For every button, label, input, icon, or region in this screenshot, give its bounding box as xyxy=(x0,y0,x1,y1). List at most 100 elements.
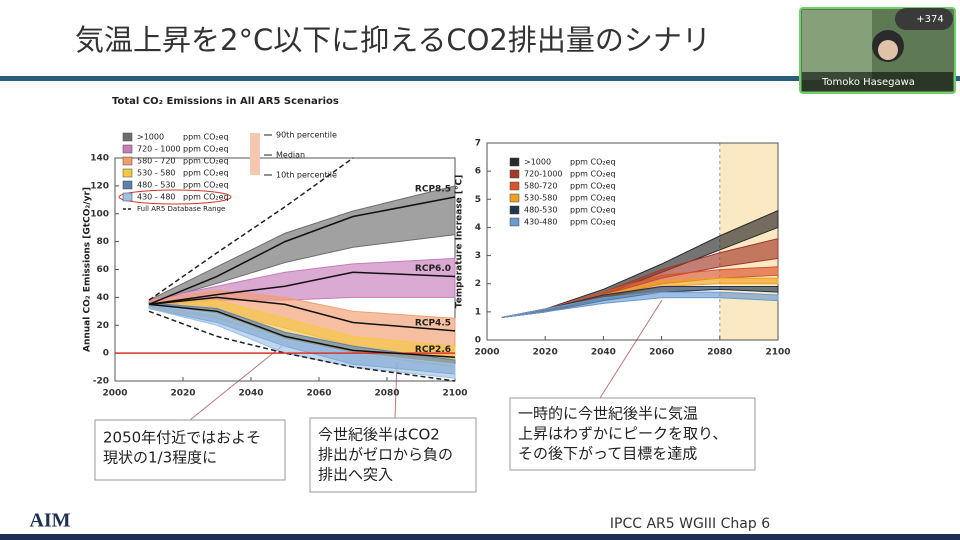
y-tick-label: 80 xyxy=(96,237,109,247)
rcp-line xyxy=(148,303,456,359)
rcp-label: RCP6.0 xyxy=(415,264,451,274)
legend-swatch xyxy=(122,192,133,202)
logo: AIM xyxy=(29,510,70,532)
participant-name: Tomoko Hasegawa xyxy=(821,77,915,88)
legend-unit: ppm CO₂eq xyxy=(570,158,616,167)
footer-source: IPCC AR5 WGIII Chap 6 xyxy=(610,516,770,532)
range-line xyxy=(148,157,354,301)
rcp-line xyxy=(148,196,456,306)
y-tick-label: 60 xyxy=(96,265,109,275)
y-tick-label: 7 xyxy=(475,139,481,149)
legend-label: 720-1000 xyxy=(524,170,563,179)
legend-swatch xyxy=(509,181,520,191)
callout-text: 上昇はわずかにピークを取り、 xyxy=(518,425,727,443)
legend-swatch xyxy=(122,180,133,190)
legend-swatch xyxy=(122,144,133,154)
highlight-ellipse xyxy=(118,189,232,205)
y-tick-label: 40 xyxy=(96,293,109,303)
x-tick-label: 2000 xyxy=(474,348,499,358)
callout-text: 排出がゼロから負の xyxy=(318,446,453,464)
y-tick-label: 100 xyxy=(90,209,109,219)
legend-unit: ppm CO₂eq xyxy=(570,218,616,227)
y-tick-label: 20 xyxy=(96,321,109,331)
legend-label: 430 - 480 xyxy=(137,193,176,202)
legend-label: 720 - 1000 xyxy=(137,145,181,154)
legend-label: 480-530 xyxy=(524,206,557,215)
legend-label: >1000 xyxy=(137,133,164,142)
percentile-label: 90th percentile xyxy=(276,131,337,140)
x-tick-label: 2000 xyxy=(102,389,127,399)
y-axis-label: Annual CO₂ Emissions [GtCO₂/yr] xyxy=(83,187,93,352)
legend-unit: ppm CO₂eq xyxy=(183,169,229,178)
name-bar xyxy=(802,72,953,91)
legend-unit: ppm CO₂eq xyxy=(183,193,229,202)
range-line xyxy=(148,310,456,382)
legend-unit: ppm CO₂eq xyxy=(183,145,229,154)
rcp-label: RCP8.5 xyxy=(415,185,451,195)
callout-box xyxy=(94,419,286,481)
legend-swatch xyxy=(122,156,133,166)
x-tick-label: 2080 xyxy=(707,348,732,358)
x-tick-label: 2060 xyxy=(649,348,674,358)
x-tick-label: 2080 xyxy=(374,389,399,399)
chart-title: Total CO₂ Emissions in All AR5 Scenarios xyxy=(112,96,339,107)
legend-label: 580 - 720 xyxy=(137,157,176,166)
rcp-line xyxy=(148,271,456,306)
x-tick-label: 2040 xyxy=(591,348,616,358)
callout-box xyxy=(509,397,756,471)
legend-label: >1000 xyxy=(524,158,551,167)
y-tick-label: 140 xyxy=(90,154,109,164)
y-tick-label: 6 xyxy=(475,167,481,177)
legend-label: 480 - 530 xyxy=(137,181,176,190)
y-tick-label: 2 xyxy=(475,279,481,289)
y-tick-label: 3 xyxy=(475,251,481,261)
legend-label: 530-580 xyxy=(524,194,557,203)
percentile-label: 10th percentile xyxy=(276,171,337,180)
legend-swatch xyxy=(122,168,133,178)
callout-text: 今世紀後半はCO2 xyxy=(318,426,440,444)
y-tick-label: -20 xyxy=(93,377,109,387)
callout-pointer xyxy=(599,299,663,399)
x-tick-label: 2100 xyxy=(765,348,790,358)
x-tick-label: 2020 xyxy=(533,348,558,358)
legend-label: 430-480 xyxy=(524,218,557,227)
scenario-band xyxy=(148,303,456,379)
legend-label: 530 - 580 xyxy=(137,169,176,178)
slide-title: 気温上昇を2°C以下に抑えるCO2排出量のシナリ xyxy=(75,23,711,57)
y-tick-label: 0 xyxy=(103,349,109,359)
callout-text: 現状の1/3程度に xyxy=(103,449,217,467)
y-axis-label: Temperature Increase [°C] xyxy=(455,175,465,309)
video-background xyxy=(802,10,872,80)
y-tick-label: 120 xyxy=(90,181,109,191)
y-tick-label: 4 xyxy=(475,223,481,233)
bottom-bar xyxy=(0,534,960,540)
legend-unit: ppm CO₂eq xyxy=(183,133,229,142)
legend-unit: ppm CO₂eq xyxy=(183,181,229,190)
participant-count: +374 xyxy=(916,14,943,25)
scenario-band xyxy=(148,185,456,304)
callout-pointer xyxy=(189,345,283,421)
legend-unit: ppm CO₂eq xyxy=(570,194,616,203)
callout-text: 一時的に今世紀後半に気温 xyxy=(518,405,698,423)
y-tick-label: 0 xyxy=(475,336,481,346)
legend-swatch xyxy=(509,205,520,215)
x-tick-label: 2100 xyxy=(442,389,467,399)
participant-badge[interactable] xyxy=(895,8,953,30)
legend-unit: ppm CO₂eq xyxy=(570,182,616,191)
legend-swatch xyxy=(509,169,520,179)
legend-unit: ppm CO₂eq xyxy=(570,206,616,215)
callout-box xyxy=(309,417,477,493)
legend-label: 580-720 xyxy=(524,182,557,191)
rcp-label: RCP2.6 xyxy=(415,345,451,355)
legend-swatch xyxy=(509,193,520,203)
x-tick-label: 2020 xyxy=(170,389,195,399)
percentile-key xyxy=(250,133,260,175)
scenario-band xyxy=(501,291,779,318)
legend-swatch xyxy=(509,157,520,167)
y-tick-label: 5 xyxy=(475,195,481,205)
y-tick-label: 1 xyxy=(475,307,481,317)
callout-text: 2050年付近ではおよそ xyxy=(103,429,261,447)
legend-label: Full AR5 Database Range xyxy=(137,205,225,213)
